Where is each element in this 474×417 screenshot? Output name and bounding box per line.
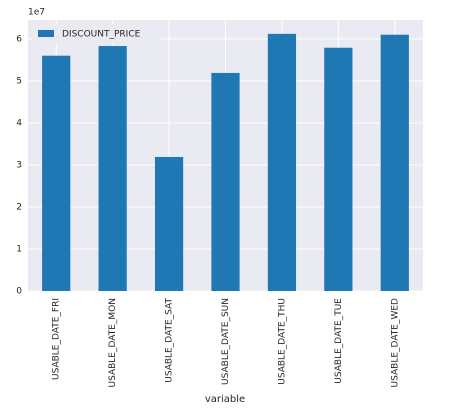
- bar: [380, 34, 409, 292]
- legend-swatch: [38, 30, 54, 37]
- x-tick-label: USABLE_DATE_SUN: [221, 298, 231, 385]
- x-tick-label: USABLE_DATE_MON: [108, 298, 118, 388]
- y-tick-label: 2: [16, 202, 22, 212]
- y-tick-label: 0: [16, 287, 22, 297]
- offset-label: 1e7: [28, 8, 45, 18]
- bar: [324, 47, 353, 292]
- bar: [42, 55, 71, 291]
- x-tick-label: USABLE_DATE_TUE: [334, 298, 344, 384]
- bar: [211, 72, 240, 291]
- x-axis-label: variable: [205, 394, 245, 405]
- legend-box: [32, 24, 160, 44]
- y-tick-label: 3: [16, 160, 22, 170]
- y-tick-label: 5: [16, 76, 22, 86]
- y-tick-label: 6: [16, 34, 22, 44]
- bar: [98, 46, 127, 291]
- y-tick-label: 1: [16, 244, 22, 254]
- bar: [154, 156, 184, 291]
- y-tick-label: 4: [16, 118, 22, 128]
- x-tick-label: USABLE_DATE_THU: [277, 298, 287, 385]
- x-tick-label: USABLE_DATE_WED: [390, 298, 400, 387]
- bar: [267, 33, 297, 292]
- legend-label: DISCOUNT_PRICE: [62, 30, 141, 40]
- x-tick-label: USABLE_DATE_SAT: [165, 297, 175, 382]
- x-tick-label: USABLE_DATE_FRI: [52, 298, 62, 380]
